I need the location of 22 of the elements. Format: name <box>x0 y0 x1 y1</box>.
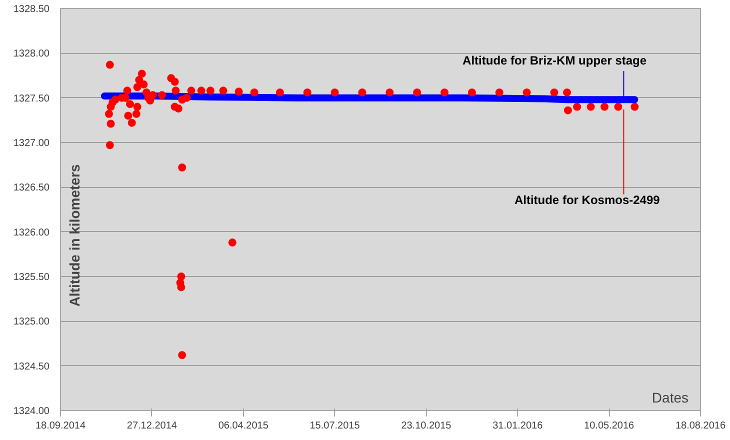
x-tick-label: 10.05.2016 <box>584 420 635 432</box>
y-tick-label: 1324.50 <box>13 361 50 372</box>
text: Altitude for Kosmos-2499 <box>514 192 660 207</box>
x-axis-title: Dates <box>652 390 689 406</box>
x-tick-label: 18.09.2014 <box>35 420 86 432</box>
y-tick-label: 1324.00 <box>13 406 50 417</box>
text: Altitude for Briz-KM upper stage <box>462 53 647 68</box>
x-tick-label: 18.08.2016 <box>675 420 726 432</box>
y-tick-label: 1328.50 <box>13 4 50 15</box>
x-tick-label: 23.10.2015 <box>401 420 452 432</box>
x-tick-label: 31.01.2016 <box>492 420 544 432</box>
y-tick-label: 1326.00 <box>13 227 50 238</box>
x-tick-label: 06.04.2015 <box>218 420 269 432</box>
y-axis-title: Altitude in kilometers <box>66 164 82 307</box>
x-tick-label: 27.12.2014 <box>126 420 178 432</box>
y-tick-label: 1327.00 <box>13 138 50 149</box>
y-tick-label: 1325.00 <box>13 316 50 328</box>
y-tick-label: 1328.00 <box>13 48 50 60</box>
y-tick-label: 1327.50 <box>13 93 50 104</box>
y-tick-label: 1325.50 <box>13 272 50 283</box>
y-tick-label: 1326.50 <box>13 182 50 194</box>
x-tick-label: 15.07.2015 <box>310 420 360 432</box>
